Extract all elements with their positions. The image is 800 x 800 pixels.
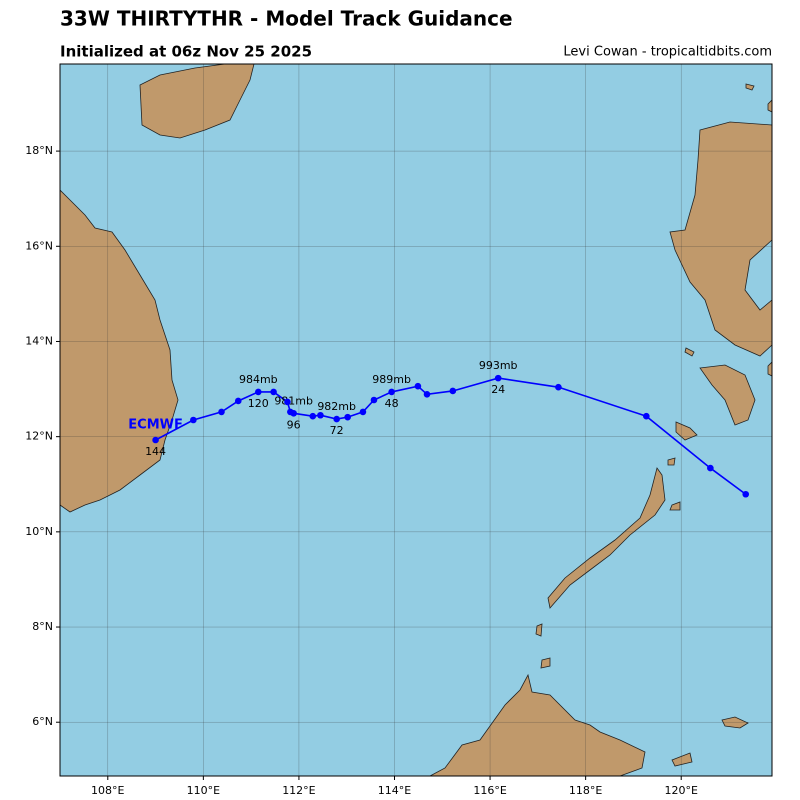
track-point (255, 388, 262, 396)
lon-tick-label: 110°E (187, 784, 220, 797)
ocean (60, 64, 772, 776)
track-point (270, 388, 277, 396)
subtitle: Initialized at 06z Nov 25 2025 (60, 43, 312, 61)
track-point (388, 388, 395, 396)
track-point (359, 408, 367, 416)
lat-tick-label: 8°N (32, 620, 53, 633)
lon-tick-label: 114°E (378, 784, 411, 797)
pressure-label: 982mb (317, 400, 356, 413)
lon-tick-label: 116°E (473, 784, 506, 797)
lat-tick-label: 18°N (25, 144, 53, 157)
pressure-label: 989mb (372, 373, 411, 386)
track-point (742, 490, 750, 498)
track-point (707, 464, 714, 472)
track-point (555, 383, 562, 391)
lat-tick-label: 6°N (32, 715, 53, 728)
lat-tick-label: 14°N (25, 334, 53, 347)
track-point (414, 382, 422, 390)
track-point (423, 390, 431, 398)
pressure-label: 981mb (274, 394, 313, 407)
land (60, 64, 772, 776)
title: 33W THIRTYTHR - Model Track Guidance (60, 7, 513, 31)
hour-label: 144 (145, 445, 166, 458)
hour-label: 96 (287, 418, 301, 431)
track-point (333, 415, 340, 423)
hour-label: 120 (248, 397, 269, 410)
track-point (344, 413, 351, 421)
lon-tick-label: 120°E (664, 784, 697, 797)
lat-tick-label: 12°N (25, 430, 53, 443)
track-line (155, 377, 747, 495)
track-point (317, 411, 324, 419)
track-point (643, 412, 650, 420)
track-point (218, 408, 225, 416)
hour-label: 48 (385, 397, 399, 410)
hour-label: 24 (491, 383, 505, 396)
track-point (287, 408, 294, 416)
pressure-label: 993mb (479, 359, 518, 372)
pressure-label: 984mb (239, 373, 278, 386)
track-point (234, 397, 242, 405)
track-point (449, 387, 457, 395)
lat-tick-label: 16°N (25, 239, 53, 252)
lon-tick-label: 112°E (282, 784, 315, 797)
track-point (370, 396, 378, 404)
frame (59, 63, 773, 777)
credit: Levi Cowan - tropicaltidbits.com (563, 45, 772, 60)
track-point (284, 398, 291, 406)
track-point (309, 412, 317, 420)
track-point (152, 436, 159, 444)
track: 993mb 24 989mb 48 982mb 72 981mb 96 984mb 120 144 E… (128, 359, 750, 498)
model-label: ECMWF (128, 417, 183, 432)
grid (60, 64, 772, 776)
track-point (190, 416, 197, 424)
lat-tick-label: 10°N (25, 525, 53, 538)
lon-tick-label: 108°E (91, 784, 124, 797)
track-point (494, 374, 502, 382)
lon-tick-label: 118°E (569, 784, 602, 797)
hour-label: 72 (330, 424, 344, 437)
